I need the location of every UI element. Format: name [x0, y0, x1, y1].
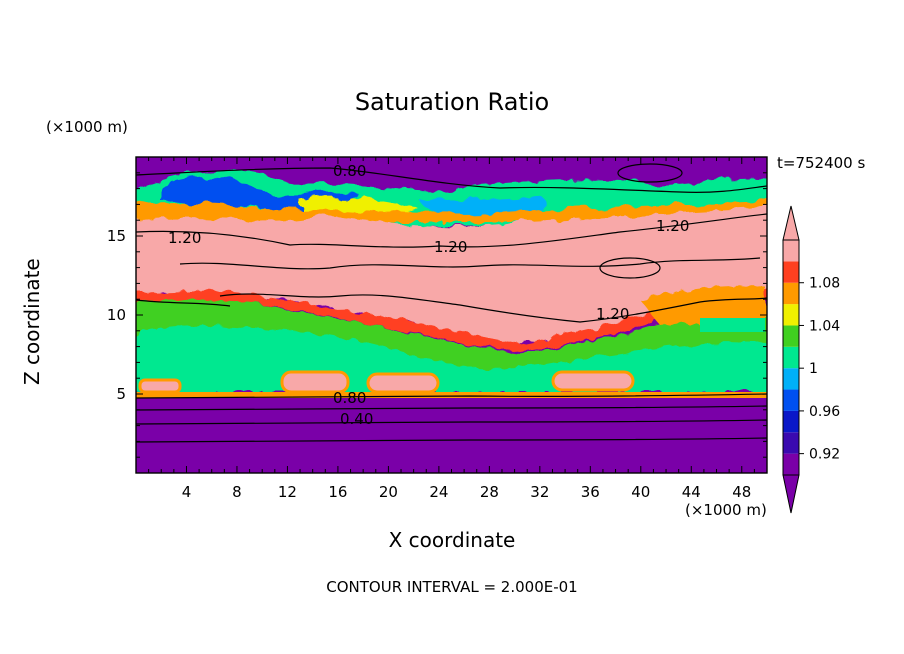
x-unit-label: (×1000 m) — [685, 501, 767, 519]
contour-120-a — [136, 213, 767, 248]
colorbar-segment — [783, 410, 799, 433]
x-tick-label: 32 — [530, 483, 549, 501]
band-supersaturated — [136, 208, 767, 345]
x-axis-label-text: X coordinate — [388, 528, 516, 552]
colorbar-segment — [783, 389, 799, 411]
y-axis: 5 10 15 — [107, 172, 767, 458]
colorbar-segment — [783, 346, 799, 369]
y-axis-label: Z coordinate — [20, 258, 44, 385]
patch-right-green — [700, 318, 765, 332]
colorbar-tick-label: 0.92 — [809, 447, 840, 463]
colorbar-segment — [783, 325, 799, 347]
x-tick-label: 4 — [182, 483, 192, 501]
x-tick-label: 16 — [328, 483, 347, 501]
contour-080-bot — [136, 393, 767, 399]
contour-label: 0.80 — [333, 389, 366, 407]
colorbar-extend-low — [782, 474, 800, 514]
band-upper-orange — [136, 200, 767, 222]
colorbar-segment — [783, 261, 799, 283]
y-tick-label: 15 — [107, 227, 126, 245]
band-fringe-orange — [136, 289, 767, 352]
colorbar-tick-label: 1.04 — [809, 318, 840, 334]
core-2 — [366, 372, 440, 394]
contour-020 — [136, 437, 767, 443]
contour-interval-note: CONTOUR INTERVAL = 2.000E-01 — [326, 578, 578, 596]
x-tick-label: 20 — [379, 483, 398, 501]
colorbar-extend-high — [782, 205, 800, 241]
colorbar-segment — [783, 282, 799, 305]
contour-label: 0.80 — [333, 162, 366, 180]
contour-loop-top — [617, 163, 683, 183]
contour-label: 1.20 — [596, 305, 629, 323]
y-tick-label: 5 — [116, 385, 126, 403]
contour-label: 1.20 — [656, 217, 689, 235]
y-tick-label: 10 — [107, 306, 126, 324]
contour-lines — [136, 163, 767, 443]
colorbar-segment — [783, 368, 799, 390]
colorbar-segment — [783, 453, 799, 475]
heatmap-field — [136, 157, 767, 473]
x-tick-label: 8 — [232, 483, 242, 501]
contour-040 — [136, 419, 767, 425]
contour-120-b — [179, 257, 761, 270]
colorbar-tick-label: 1.08 — [809, 276, 840, 292]
y-unit-label: (×1000 m) — [46, 118, 128, 136]
x-tick-label: 48 — [732, 483, 751, 501]
core-4 — [138, 378, 182, 394]
x-axis-label: X coordinate — [0, 528, 904, 552]
colorbar-segment — [783, 432, 799, 454]
contour-060 — [136, 405, 767, 411]
x-tick-label: 12 — [278, 483, 297, 501]
x-tick-label: 36 — [581, 483, 600, 501]
core-3 — [551, 370, 635, 392]
colorbar-segment — [783, 240, 799, 262]
colorbar-frame — [782, 239, 800, 476]
x-tick-label: 40 — [631, 483, 650, 501]
colorbar: 1.08 1.04 1 0.96 0.92 — [782, 205, 840, 514]
x-tick-label: 28 — [480, 483, 499, 501]
x-tick-label: 24 — [429, 483, 448, 501]
x-tick-label: 44 — [682, 483, 701, 501]
contour-labels: 0.80 1.20 1.20 1.20 1.20 0.80 0.40 — [168, 162, 689, 428]
colorbar-tick-label: 0.96 — [809, 404, 840, 420]
contour-label: 1.20 — [168, 229, 201, 247]
chart-title: Saturation Ratio — [354, 88, 550, 116]
colorbar-tick-label: 1 — [809, 361, 818, 377]
time-label: t=752400 s — [777, 154, 866, 172]
band-lower-dry — [136, 398, 767, 473]
contour-label: 0.40 — [340, 410, 373, 428]
band-lower-boundary — [136, 392, 767, 398]
contour-080-top — [136, 167, 767, 193]
contour-loop-mid — [599, 257, 661, 279]
contour-120-c — [219, 293, 767, 323]
contour-120-d — [136, 299, 231, 307]
colorbar-segment — [783, 304, 799, 326]
contour-label: 1.20 — [434, 238, 467, 256]
x-axis: 4 8 12 16 20 24 28 32 36 40 44 48 — [148, 157, 755, 501]
